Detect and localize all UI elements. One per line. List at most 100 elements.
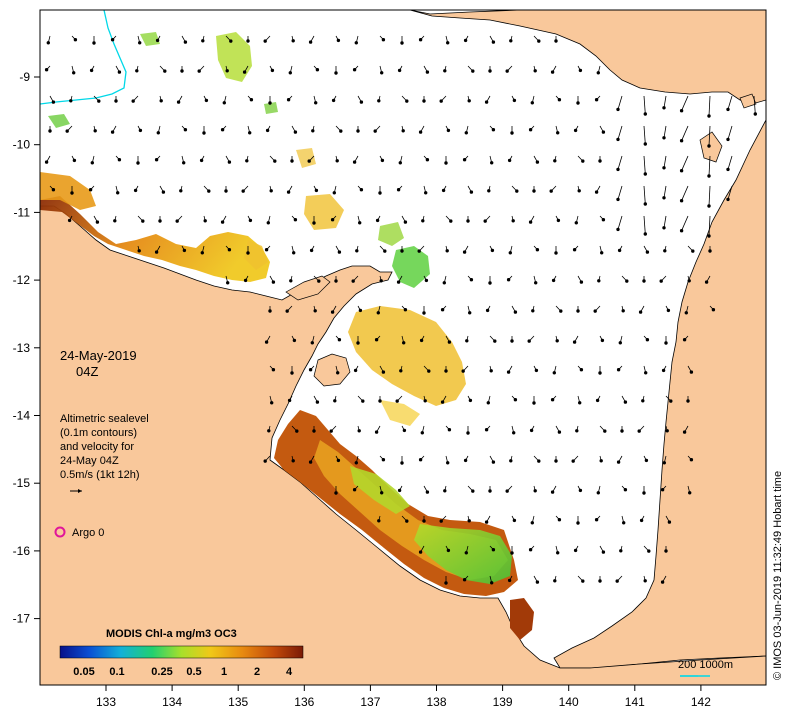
island <box>313 353 351 387</box>
velocity-arrow-head <box>466 431 470 435</box>
velocity-arrow-head <box>403 308 408 312</box>
velocity-arrow-head <box>553 579 557 583</box>
velocity-arrow-head <box>593 309 597 313</box>
velocity-arrow-head <box>528 128 533 132</box>
velocity-arrow-head <box>515 189 519 193</box>
velocity-arrow-head <box>550 398 555 402</box>
velocity-arrow-head <box>665 429 669 433</box>
velocity-arrow <box>643 185 646 205</box>
velocity-arrow-head <box>571 459 575 463</box>
velocity-arrow-head <box>334 491 338 495</box>
lat-tick-label: -14 <box>13 409 31 423</box>
velocity-arrow-head <box>158 219 162 223</box>
velocity-arrow-head <box>308 460 313 464</box>
velocity-arrow-head <box>200 251 205 255</box>
velocity-arrow <box>681 95 689 111</box>
velocity-arrow-head <box>512 98 517 103</box>
velocity-arrow-head <box>359 188 364 192</box>
velocity-arrow-head <box>289 279 293 283</box>
velocity-arrow-head <box>138 128 143 133</box>
velocity-arrow-head <box>530 521 534 525</box>
velocity-arrow-head <box>641 399 645 403</box>
velocity-arrow-head <box>418 38 423 42</box>
velocity-arrow-head <box>469 278 474 282</box>
velocity-arrow-head <box>97 99 101 103</box>
velocity-arrow-head <box>461 369 465 373</box>
velocity-arrow-head <box>203 219 207 223</box>
velocity-arrow-head <box>467 519 471 523</box>
velocity-arrow-head <box>443 69 447 73</box>
velocity-arrow-head <box>643 579 647 583</box>
velocity-arrow-head <box>552 371 556 375</box>
velocity-arrow-head <box>490 161 494 165</box>
velocity-arrow-head <box>425 158 430 162</box>
velocity-arrow-head <box>557 98 562 102</box>
velocity-arrow-head <box>156 131 161 135</box>
velocity-arrow-head <box>463 38 468 43</box>
velocity-arrow-head <box>707 204 711 208</box>
velocity-arrow-head <box>293 130 298 134</box>
velocity-arrow-head <box>424 191 428 195</box>
velocity-arrow-head <box>534 368 539 373</box>
velocity-arrow-head <box>581 159 585 163</box>
lat-tick-label: -11 <box>14 205 31 219</box>
velocity-arrow-head <box>603 429 607 433</box>
velocity-arrow-head <box>352 68 357 72</box>
velocity-arrow-head <box>708 249 712 253</box>
velocity-arrow-head <box>577 189 581 193</box>
velocity-arrow-head <box>557 430 562 434</box>
velocity-arrow-head <box>601 550 606 554</box>
velocity-arrow <box>681 125 689 141</box>
velocity-arrow-head <box>220 220 225 224</box>
velocity-arrow <box>643 125 646 145</box>
velocity-arrow-head <box>273 159 277 163</box>
velocity-arrow-head <box>73 38 78 42</box>
velocity-arrow <box>663 185 667 198</box>
velocity-arrow-head <box>336 38 341 43</box>
velocity-arrow-head <box>292 338 297 343</box>
velocity-arrow-head <box>679 229 684 233</box>
velocity-arrow-head <box>72 71 76 75</box>
velocity-arrow-head <box>449 219 453 223</box>
velocity-arrow-head <box>264 340 269 344</box>
argo-label: Argo 0 <box>72 527 104 539</box>
velocity-arrow-head <box>707 114 711 118</box>
velocity-arrow-head <box>422 519 426 523</box>
velocity-arrow-head <box>402 341 406 345</box>
velocity-arrow-head <box>559 309 563 313</box>
velocity-arrow-head <box>491 40 496 44</box>
velocity-arrow-head <box>688 491 692 495</box>
velocity-arrow-head <box>201 39 205 43</box>
velocity-arrows <box>44 35 757 585</box>
velocity-arrow-head <box>131 99 135 103</box>
velocity-arrow-head <box>707 144 711 148</box>
velocity-arrow-head <box>711 308 716 312</box>
velocity-arrow-head <box>726 197 730 202</box>
velocity-arrow-head <box>447 428 452 432</box>
velocity-arrow-head <box>88 188 93 192</box>
velocity-arrow-head <box>462 250 467 254</box>
velocity-arrow-head <box>753 112 757 116</box>
velocity-arrow-head <box>576 101 580 105</box>
velocity-arrow-head <box>418 458 423 462</box>
velocity-arrow-head <box>356 129 360 133</box>
velocity-arrow-head <box>625 279 629 283</box>
colorbar-tick-label: 0.25 <box>151 666 172 678</box>
velocity-arrow-head <box>183 40 188 44</box>
velocity-arrow-head <box>446 461 450 465</box>
velocity-arrow-head <box>421 219 425 223</box>
velocity-arrow <box>617 155 623 170</box>
velocity-arrow-head <box>207 189 211 193</box>
velocity-arrow-head <box>600 338 605 343</box>
velocity-arrow-head <box>616 107 620 112</box>
velocity-arrow-head <box>137 249 141 253</box>
lon-tick-label: 137 <box>360 695 380 709</box>
velocity-arrow-head <box>597 279 601 283</box>
velocity-arrow-head <box>332 191 336 195</box>
velocity-arrow-head <box>398 161 402 165</box>
velocity-arrow-head <box>471 489 475 493</box>
velocity-arrow-head <box>418 130 423 134</box>
velocity-arrow-head <box>395 399 399 403</box>
velocity-arrow-head <box>378 191 382 195</box>
velocity-arrow-head <box>312 221 316 225</box>
